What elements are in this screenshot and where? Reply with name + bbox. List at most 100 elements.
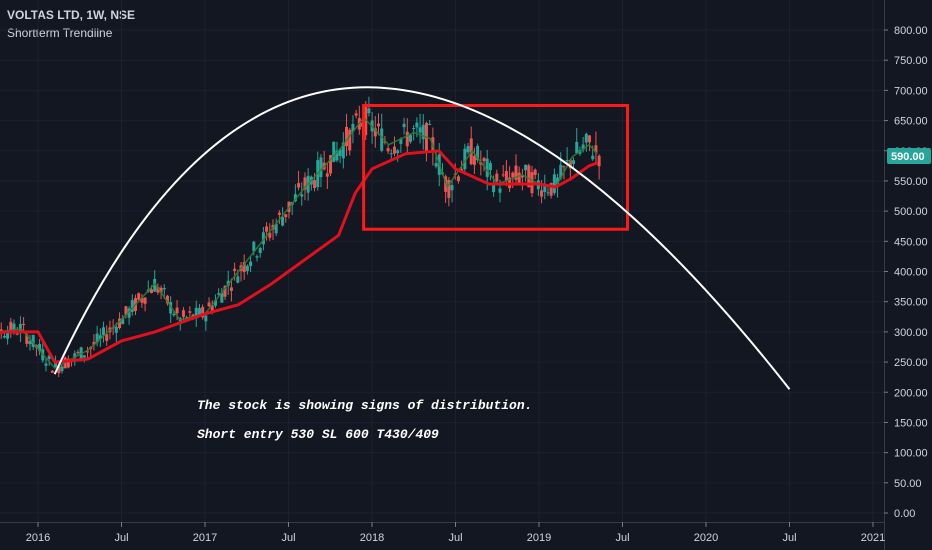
y-tick-label: 400.00: [894, 267, 928, 279]
candle-body: [178, 318, 182, 324]
candle-body: [488, 163, 492, 171]
candle-body: [284, 214, 288, 218]
grid: [0, 0, 884, 522]
candle-body: [575, 141, 579, 154]
y-tick-label: 750.00: [894, 55, 928, 67]
candle-body: [105, 334, 109, 341]
candle-body: [447, 179, 451, 198]
candle-body: [591, 155, 595, 160]
x-tick-label: 2017: [193, 532, 217, 544]
candle-body: [300, 194, 304, 197]
y-tick-label: 500.00: [894, 206, 928, 218]
candle-body: [543, 183, 547, 192]
candles: [0, 96, 601, 378]
candle-body: [345, 126, 349, 147]
candle-body: [249, 261, 253, 267]
candle-body: [172, 313, 176, 316]
candle-body: [319, 157, 323, 178]
x-tick-label: 2016: [26, 532, 50, 544]
y-tick-label: 350.00: [894, 297, 928, 309]
candle-body: [297, 183, 301, 188]
candle-body: [66, 358, 70, 368]
candle-body: [504, 170, 508, 181]
candle-body: [492, 183, 496, 193]
candle-body: [428, 124, 432, 126]
x-tick-label: 2019: [527, 532, 551, 544]
x-tick-label: 2021: [861, 532, 885, 544]
y-tick-label: 650.00: [894, 116, 928, 128]
candle-body: [194, 307, 198, 319]
x-tick-label: Jul: [281, 532, 295, 544]
candle-body: [405, 131, 409, 147]
candle-body: [293, 194, 297, 202]
annotation-line-1: The stock is showing signs of distributi…: [197, 398, 532, 413]
candle-body: [233, 268, 237, 271]
candle-body: [95, 333, 99, 343]
candle-body: [313, 180, 317, 189]
candle-body: [392, 146, 396, 154]
candle-body: [408, 134, 412, 142]
candle-body: [169, 301, 173, 314]
candle-body: [47, 355, 51, 359]
candle-body: [373, 128, 377, 137]
candle-body: [332, 141, 336, 162]
candle-body: [92, 341, 96, 345]
candle-body: [197, 308, 201, 317]
candle-body: [175, 307, 179, 314]
candle-body: [335, 150, 339, 161]
y-tick-label: 450.00: [894, 236, 928, 248]
candle-body: [118, 318, 122, 329]
candle-body: [456, 176, 460, 182]
current-price-tag: [887, 148, 931, 164]
y-tick-label: 50.00: [894, 478, 922, 490]
candle-body: [165, 295, 169, 304]
candle-body: [204, 315, 208, 322]
y-tick-label: 800.00: [894, 25, 928, 37]
candle-body: [265, 226, 269, 232]
candle-body: [201, 306, 205, 318]
candle-body: [31, 334, 35, 347]
candle-body: [185, 316, 189, 318]
x-tick-label: 2020: [694, 532, 718, 544]
candle-body: [223, 285, 227, 297]
candle-body: [565, 160, 569, 162]
candle-body: [213, 300, 217, 306]
candle-body: [2, 335, 6, 338]
candle-body: [57, 365, 61, 374]
x-tick-label: Jul: [448, 532, 462, 544]
candle-body: [303, 177, 307, 190]
candle-body: [229, 287, 233, 291]
candle-body: [149, 289, 153, 294]
candle-body: [210, 305, 214, 312]
candle-body: [159, 287, 163, 293]
candle-body: [6, 332, 10, 339]
y-tick-label: 550.00: [894, 176, 928, 188]
annotation-line-2: Short entry 530 SL 600 T430/409: [197, 427, 439, 442]
y-tick-label: 150.00: [894, 417, 928, 429]
candle-body: [524, 164, 528, 171]
chart-title[interactable]: VOLTAS LTD, 1W, NSE: [7, 8, 136, 22]
price-axis[interactable]: 800.00750.00700.00650.00600.00550.00500.…: [884, 25, 928, 520]
time-axis[interactable]: 2016 Jul 2017 Jul 2018 Jul 2019 Jul 2020 Jul 2021: [26, 522, 885, 544]
candle-body: [44, 363, 48, 366]
drawing-overlays: [53, 86, 791, 390]
candle-body: [242, 262, 246, 273]
candle-body: [482, 158, 486, 162]
candle-body: [463, 148, 467, 170]
candle-body: [594, 145, 598, 153]
candle-body: [156, 287, 160, 293]
candle-body: [466, 146, 470, 153]
x-tick-label: Jul: [782, 532, 796, 544]
candle-body: [501, 174, 505, 176]
candle-body: [25, 334, 29, 344]
candle-body: [76, 351, 80, 354]
candle-body: [338, 149, 342, 156]
range-rectangle: [362, 103, 630, 231]
candle-body: [140, 297, 144, 303]
candle-body: [380, 128, 384, 151]
candle-body: [472, 156, 476, 165]
candle-body: [389, 153, 393, 155]
y-tick-label: 0.00: [894, 508, 915, 520]
